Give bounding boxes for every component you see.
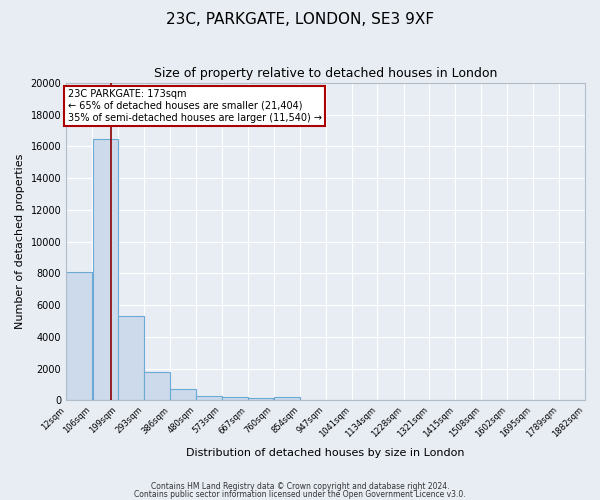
Bar (170, 389, 196, 400)
Text: Contains HM Land Registry data © Crown copyright and database right 2024.: Contains HM Land Registry data © Crown c… (151, 482, 449, 491)
Title: Size of property relative to detached houses in London: Size of property relative to detached ho… (154, 68, 497, 80)
Text: Contains public sector information licensed under the Open Government Licence v3: Contains public sector information licen… (134, 490, 466, 499)
Bar (248, 398, 274, 400)
Text: 23C, PARKGATE, LONDON, SE3 9XF: 23C, PARKGATE, LONDON, SE3 9XF (166, 12, 434, 28)
Y-axis label: Number of detached properties: Number of detached properties (15, 154, 25, 330)
Bar (222, 397, 248, 400)
X-axis label: Distribution of detached houses by size in London: Distribution of detached houses by size … (187, 448, 465, 458)
Bar (118, 316, 144, 400)
Bar (92, 138, 118, 400)
Bar (196, 396, 221, 400)
Text: 23C PARKGATE: 173sqm
← 65% of detached houses are smaller (21,404)
35% of semi-d: 23C PARKGATE: 173sqm ← 65% of detached h… (68, 90, 322, 122)
Bar (67, 272, 92, 400)
Bar (145, 372, 170, 400)
Bar (274, 397, 299, 400)
